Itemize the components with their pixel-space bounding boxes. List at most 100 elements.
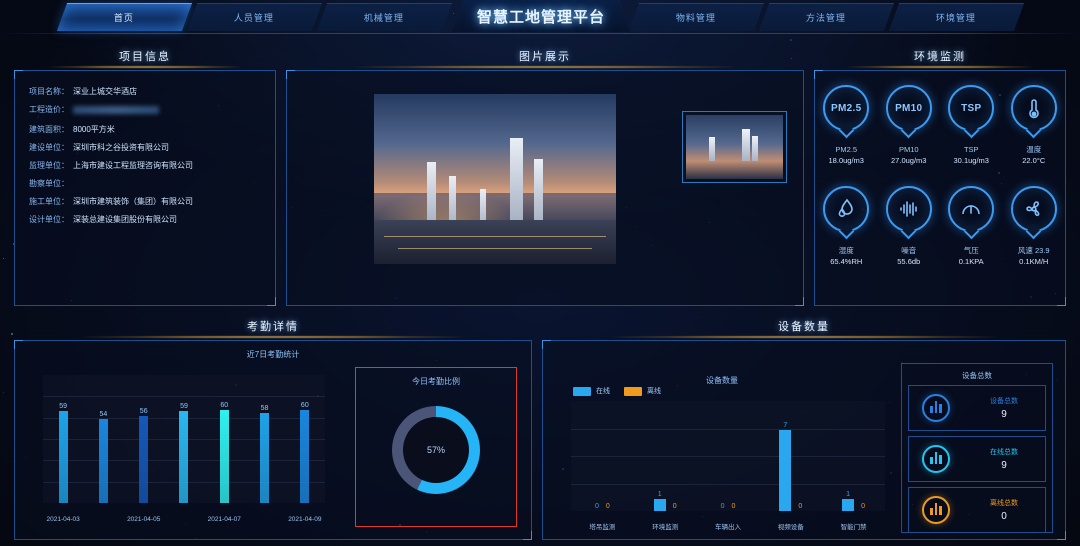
- dashboard-root: 首页 人员管理 机械管理 物料管理 方法管理 环境管理 智慧工地管理平台 项目信…: [0, 0, 1080, 546]
- nav-tab-label: 物料管理: [676, 11, 716, 24]
- device-bar-value: 0: [673, 503, 677, 510]
- nav-tab-environment[interactable]: 环境管理: [889, 3, 1024, 31]
- device-bar: [654, 499, 666, 511]
- bar: [300, 410, 309, 503]
- donut-title: 今日考勤比例: [356, 368, 516, 387]
- bar-value-label: 60: [220, 402, 228, 409]
- device-bar-stack[interactable]: 0: [606, 401, 610, 511]
- device-bar-value: 0: [798, 503, 802, 510]
- device-bar-value: 1: [846, 491, 850, 498]
- project-info-row: 建设单位： 深圳市科之谷投资有限公司: [29, 139, 265, 157]
- nav-divider: [0, 33, 1080, 34]
- env-badge-text: TSP: [961, 103, 981, 114]
- thumbnail-frame[interactable]: [682, 111, 787, 183]
- device-bar-stack[interactable]: 0: [861, 401, 865, 511]
- environment-item[interactable]: 温度 22.0°C: [1003, 85, 1066, 166]
- panel-title-gallery: 图片展示: [286, 48, 804, 64]
- bar-column[interactable]: 54: [87, 375, 121, 503]
- top-navigation: 首页 人员管理 机械管理 物料管理 方法管理 环境管理 智慧工地管理平台: [0, 0, 1080, 34]
- project-row-label: 工程造价：: [29, 101, 69, 121]
- device-bar-stack[interactable]: 1: [842, 401, 854, 511]
- device-bar-stack[interactable]: 0: [731, 401, 735, 511]
- device-group: 0 0: [571, 401, 634, 511]
- panel-title-attendance: 考勤详情: [14, 318, 532, 334]
- bar-value-label: 60: [301, 402, 309, 409]
- main-photo[interactable]: [374, 94, 616, 264]
- environment-item[interactable]: PM10 PM10 27.0ug/m3: [878, 85, 941, 166]
- device-x-label: 环境监测: [634, 521, 697, 531]
- device-bar-stack[interactable]: 0: [595, 401, 599, 511]
- nav-tab-personnel[interactable]: 人员管理: [187, 3, 322, 31]
- devices-bar-chart: 设备数量 在线 离线 0 0 1 0: [557, 367, 887, 535]
- nav-tab-method[interactable]: 方法管理: [759, 3, 894, 31]
- tsp-badge-icon: TSP: [948, 85, 994, 131]
- thermometer-icon: [1011, 85, 1057, 131]
- devices-legend: 在线 离线: [557, 386, 887, 396]
- environment-row-1: PM2.5 PM2.5 18.0ug/m3 PM10 PM10 27.0ug/m…: [815, 85, 1065, 166]
- environment-item[interactable]: 噪音 55.6db: [878, 186, 941, 267]
- environment-item[interactable]: PM2.5 PM2.5 18.0ug/m3: [815, 85, 878, 166]
- legend-item[interactable]: 在线: [573, 386, 610, 396]
- attendance-donut-card[interactable]: 今日考勤比例 57%: [355, 367, 517, 527]
- nav-tab-label: 环境管理: [936, 11, 976, 24]
- bar: [260, 413, 269, 503]
- bar: [59, 411, 68, 503]
- bar-column[interactable]: 56: [127, 375, 161, 503]
- environment-item[interactable]: TSP TSP 30.1ug/m3: [940, 85, 1003, 166]
- bar: [179, 411, 188, 503]
- project-row-label: 建设单位：: [29, 139, 69, 157]
- devices-bar-columns: 0 0 1 0 0 0: [571, 401, 885, 511]
- project-row-value: 8000平方米: [73, 121, 115, 139]
- env-item-label: 噪音: [878, 245, 941, 256]
- env-item-value: 22.0°C: [1003, 155, 1066, 166]
- humidity-drop-icon: [823, 186, 869, 232]
- device-stat-value: 9: [963, 409, 1045, 420]
- device-bar-stack[interactable]: 1: [654, 401, 666, 511]
- bar-column[interactable]: 60: [288, 375, 322, 503]
- bar-chart-ring-icon: [909, 394, 963, 422]
- legend-item[interactable]: 离线: [624, 386, 661, 396]
- photo-ground: [374, 220, 616, 264]
- devices-stat-cards: 设备总数 9 在线总数 9 离线总数 0: [908, 385, 1046, 533]
- gallery-panel: 图片展示: [286, 48, 804, 306]
- project-row-value: [73, 101, 159, 121]
- device-bar-value: 0: [606, 503, 610, 510]
- device-bar-stack[interactable]: 0: [798, 401, 802, 511]
- bar-column[interactable]: 60: [207, 375, 241, 503]
- attendance-box: 近7日考勤统计 59 54 56 59 60 58 60 2021-04-03 2…: [14, 340, 532, 540]
- bar-x-label: 2021-04-09: [288, 516, 322, 523]
- device-bar-stack[interactable]: 7: [779, 401, 791, 511]
- environment-item[interactable]: 风速 23.9 0.1KM/H: [1003, 186, 1066, 267]
- bar: [220, 410, 229, 503]
- project-info-panel: 项目信息 项目名称： 深业上城交华酒店 工程造价： 建筑面积： 8000平方米 …: [14, 48, 276, 306]
- bar-column[interactable]: 59: [46, 375, 80, 503]
- environment-item[interactable]: 气压 0.1KPA: [940, 186, 1003, 267]
- env-item-label: 气压: [940, 245, 1003, 256]
- device-bar-stack[interactable]: 0: [673, 401, 677, 511]
- pm10-badge-icon: PM10: [886, 85, 932, 131]
- device-stat-card[interactable]: 设备总数 9: [908, 385, 1046, 431]
- thumb-tower: [709, 137, 715, 161]
- bar-column[interactable]: 58: [248, 375, 282, 503]
- device-stat-card[interactable]: 在线总数 9: [908, 436, 1046, 482]
- device-group: 1 0: [634, 401, 697, 511]
- bar-column[interactable]: 59: [167, 375, 201, 503]
- legend-swatch: [573, 387, 591, 396]
- nav-tab-label: 首页: [114, 11, 134, 24]
- bar-x-label: [248, 516, 282, 523]
- attendance-bar-chart: 59 54 56 59 60 58 60 2021-04-03 2021-04-0…: [43, 375, 325, 525]
- env-item-label: 温度: [1003, 144, 1066, 155]
- project-row-value: 深业上城交华酒店: [73, 83, 137, 101]
- legend-label: 离线: [647, 386, 661, 396]
- device-bar-value: 0: [595, 503, 599, 510]
- device-bar-stack[interactable]: 0: [721, 401, 725, 511]
- nav-tab-machinery[interactable]: 机械管理: [317, 3, 452, 31]
- environment-item[interactable]: 湿度 65.4%RH: [815, 186, 878, 267]
- device-stat-card[interactable]: 离线总数 0: [908, 487, 1046, 533]
- devices-stats-group: 设备总数 设备总数 9 在线总数 9: [901, 363, 1053, 533]
- nav-tab-material[interactable]: 物料管理: [629, 3, 764, 31]
- project-row-value: 上海市建设工程监理咨询有限公司: [73, 157, 193, 175]
- nav-tab-home[interactable]: 首页: [57, 3, 192, 31]
- nav-tab-label: 人员管理: [234, 11, 274, 24]
- project-row-label: 项目名称：: [29, 83, 69, 101]
